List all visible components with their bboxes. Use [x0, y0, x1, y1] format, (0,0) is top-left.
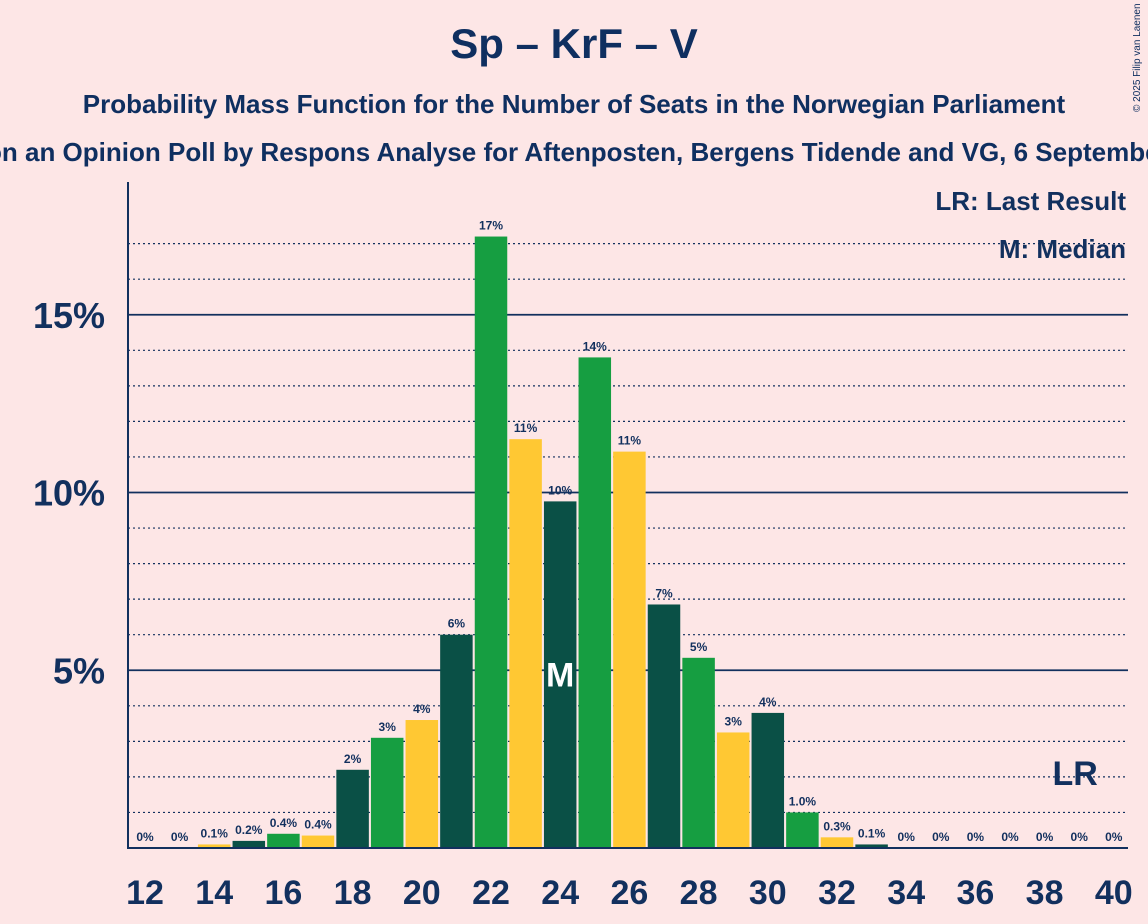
x-tick-label-18: 18 — [334, 874, 372, 912]
chart-subtitle-poll: on an Opinion Poll by Respons Analyse fo… — [0, 137, 1148, 167]
x-tick-label-26: 26 — [610, 874, 648, 912]
bar-value-label-19: 3% — [379, 720, 397, 734]
bar-27 — [647, 604, 681, 848]
bar-value-label-31: 1.0% — [789, 794, 817, 808]
bar-value-label-26: 11% — [618, 434, 642, 448]
bar-29 — [716, 732, 750, 848]
bar-value-label-23: 11% — [514, 421, 538, 435]
bar-24 — [543, 501, 577, 848]
x-tick-label-32: 32 — [818, 874, 856, 912]
bar-22 — [474, 236, 508, 849]
bar-31 — [786, 812, 819, 848]
x-tick-label-30: 30 — [749, 874, 787, 912]
bar-value-label-36: 0% — [967, 830, 985, 844]
bar-value-label-35: 0% — [932, 830, 950, 844]
bar-19 — [370, 737, 404, 848]
bar-value-label-28: 5% — [690, 640, 708, 654]
median-marker: M — [546, 657, 574, 695]
bar-value-label-17: 0.4% — [304, 818, 332, 832]
bar-value-label-20: 4% — [413, 702, 431, 716]
bar-value-label-14: 0.1% — [201, 826, 229, 840]
bar-value-label-22: 17% — [479, 219, 503, 233]
legend-median: M: Median — [999, 234, 1126, 264]
bar-value-label-13: 0% — [171, 830, 189, 844]
bar-28 — [682, 657, 715, 848]
bar-value-label-25: 14% — [583, 339, 607, 353]
bar-23 — [509, 439, 542, 848]
x-tick-label-24: 24 — [541, 874, 579, 912]
bar-value-label-40: 0% — [1105, 830, 1123, 844]
bar-26 — [613, 451, 646, 848]
x-tick-label-38: 38 — [1026, 874, 1064, 912]
bar-30 — [751, 712, 785, 848]
x-tick-label-40: 40 — [1095, 874, 1133, 912]
bar-20 — [405, 720, 439, 848]
x-tick-label-12: 12 — [126, 874, 164, 912]
bar-18 — [336, 769, 369, 848]
bar-value-label-37: 0% — [1001, 830, 1019, 844]
bar-value-label-27: 7% — [655, 586, 673, 600]
bar-25 — [578, 357, 612, 848]
legend-last-result: LR: Last Result — [935, 186, 1126, 216]
x-tick-label-20: 20 — [403, 874, 441, 912]
last-result-marker: LR — [1053, 755, 1098, 793]
bar-value-label-30: 4% — [759, 695, 777, 709]
x-tick-label-14: 14 — [195, 874, 233, 912]
bar-value-label-12: 0% — [136, 830, 154, 844]
bar-value-label-24: 10% — [548, 483, 572, 497]
bar-14 — [197, 844, 231, 848]
x-tick-label-16: 16 — [264, 874, 302, 912]
y-tick-label: 15% — [33, 295, 105, 336]
bar-value-label-33: 0.1% — [858, 826, 886, 840]
bar-value-label-21: 6% — [448, 617, 466, 631]
bar-value-label-29: 3% — [725, 714, 743, 728]
bar-16 — [267, 833, 300, 848]
bar-21 — [440, 634, 473, 848]
x-tick-label-28: 28 — [680, 874, 718, 912]
x-tick-label-36: 36 — [956, 874, 994, 912]
bar-value-label-39: 0% — [1071, 830, 1089, 844]
x-tick-label-22: 22 — [472, 874, 510, 912]
bar-33 — [855, 844, 888, 848]
y-tick-label: 10% — [33, 473, 105, 514]
chart-subtitle: Probability Mass Function for the Number… — [82, 89, 1066, 119]
bar-value-label-32: 0.3% — [823, 819, 851, 833]
bar-32 — [820, 837, 854, 848]
bar-value-label-18: 2% — [344, 752, 362, 766]
bar-15 — [232, 840, 266, 848]
y-tick-label: 5% — [53, 650, 105, 691]
x-tick-label-34: 34 — [887, 874, 925, 912]
bar-value-label-38: 0% — [1036, 830, 1054, 844]
chart-title: Sp – KrF – V — [450, 20, 698, 67]
bar-value-label-15: 0.2% — [235, 823, 263, 837]
bar-value-label-16: 0.4% — [270, 816, 298, 830]
bar-17 — [301, 835, 335, 848]
bar-value-label-34: 0% — [898, 830, 916, 844]
